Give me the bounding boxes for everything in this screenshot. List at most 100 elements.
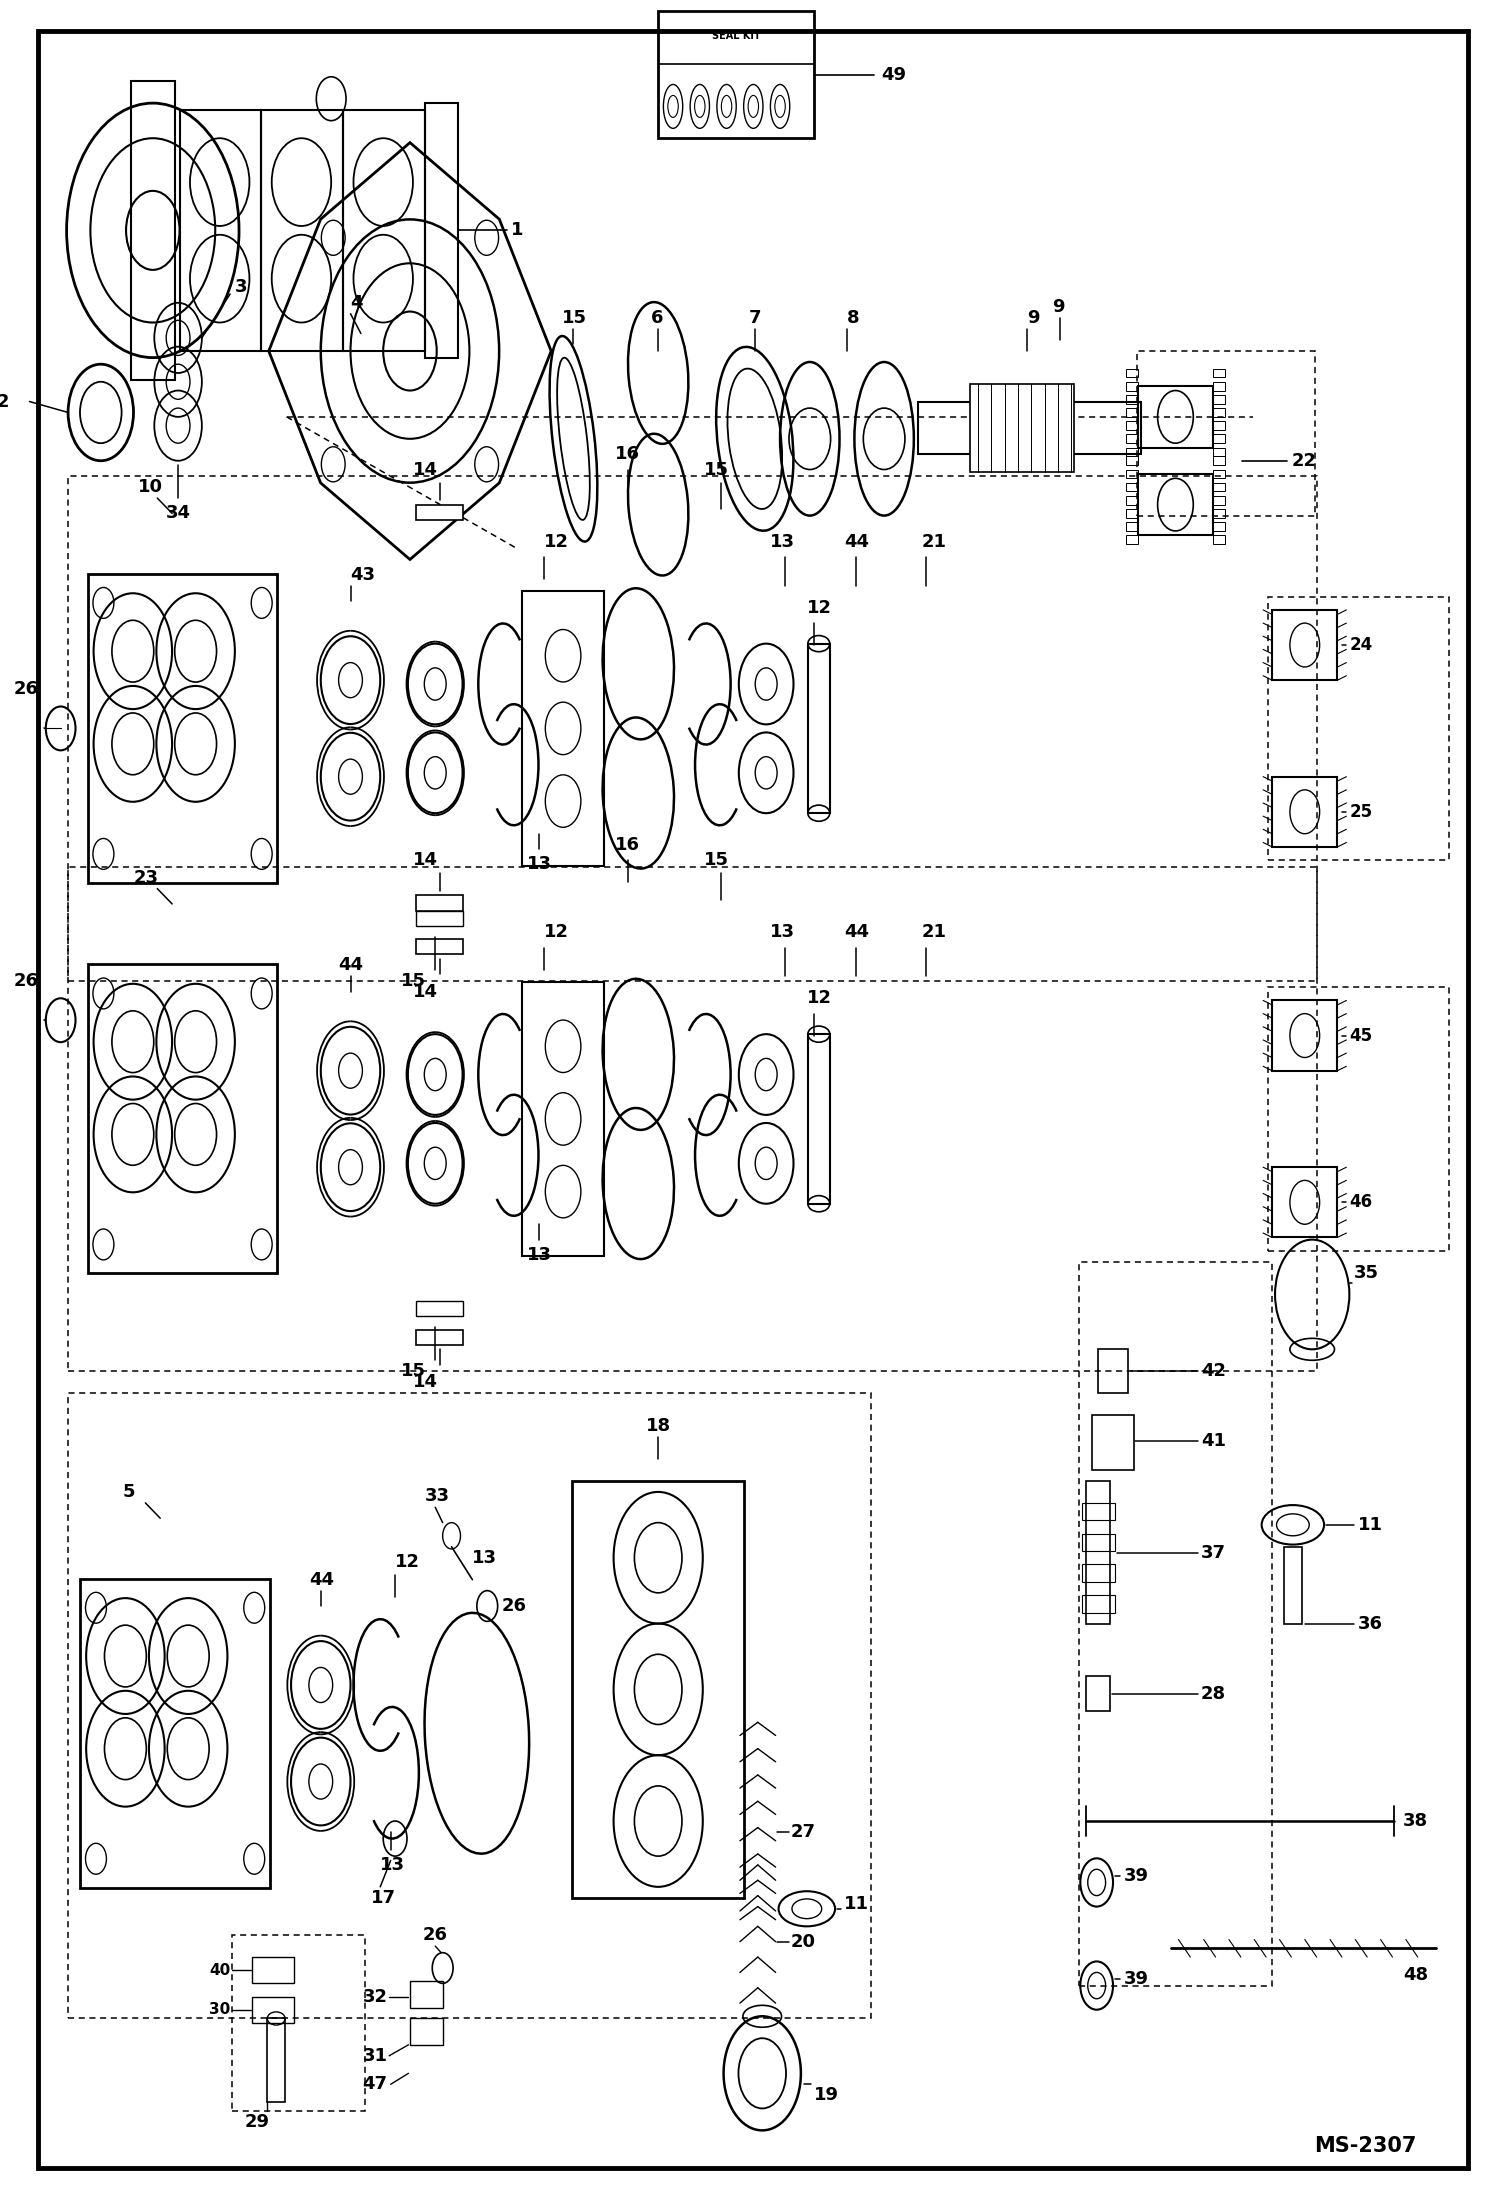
Text: 44: 44 [843, 533, 869, 551]
Bar [523, 981, 604, 1257]
Text: 13: 13 [527, 1246, 553, 1264]
Text: 36: 36 [1359, 1615, 1383, 1632]
Text: 10: 10 [138, 478, 163, 496]
Bar [410, 2018, 443, 2045]
Bar [1126, 421, 1138, 430]
Text: 12: 12 [544, 533, 569, 551]
Bar [1092, 1415, 1134, 1470]
Text: 44: 44 [339, 957, 364, 974]
Bar [1212, 509, 1224, 518]
Text: 49: 49 [881, 66, 906, 83]
Bar [1212, 369, 1224, 377]
Text: 19: 19 [815, 2086, 839, 2104]
Bar [1126, 483, 1138, 491]
Text: 14: 14 [413, 1373, 437, 1391]
Bar [232, 1935, 366, 2111]
Text: 26: 26 [502, 1597, 527, 1615]
Bar [1267, 987, 1449, 1251]
Bar [1284, 1547, 1302, 1624]
Text: 18: 18 [646, 1417, 671, 1435]
Bar [1082, 1595, 1115, 1613]
Text: 21: 21 [921, 924, 947, 941]
Bar [1272, 610, 1338, 680]
Bar [252, 1997, 294, 2023]
Bar [807, 643, 830, 814]
Bar [1212, 395, 1224, 404]
Bar [1086, 1481, 1110, 1624]
Text: 17: 17 [372, 1889, 397, 1907]
Text: 5: 5 [123, 1483, 136, 1501]
Bar [1126, 448, 1138, 456]
Text: MS-2307: MS-2307 [1314, 2135, 1416, 2157]
Text: 15: 15 [562, 309, 587, 327]
Text: 1: 1 [511, 222, 523, 239]
Text: 12: 12 [807, 599, 831, 617]
Bar [1086, 1676, 1110, 1711]
Bar [88, 965, 277, 1273]
Text: 12: 12 [807, 989, 831, 1007]
Bar [1212, 535, 1224, 544]
Text: 2: 2 [0, 393, 9, 410]
Bar [416, 505, 463, 520]
Bar [523, 590, 604, 867]
Bar [1126, 470, 1138, 478]
Bar [261, 110, 343, 351]
Bar [1126, 369, 1138, 377]
Text: 15: 15 [401, 972, 425, 989]
Text: 44: 44 [309, 1571, 334, 1588]
Bar [252, 1957, 294, 1983]
Text: 13: 13 [770, 924, 794, 941]
Bar [416, 1330, 463, 1345]
Bar [1138, 386, 1212, 448]
Bar [1272, 1000, 1338, 1071]
Bar [1212, 496, 1224, 505]
Text: 9: 9 [1052, 298, 1065, 316]
Text: 26: 26 [422, 1926, 448, 1944]
Circle shape [126, 191, 180, 270]
Text: 14: 14 [413, 983, 437, 1000]
Text: SEAL KIT: SEAL KIT [712, 31, 761, 42]
Text: 26: 26 [13, 680, 39, 698]
Bar [1272, 1167, 1338, 1237]
Bar [1126, 535, 1138, 544]
Bar [1126, 434, 1138, 443]
Text: 23: 23 [133, 869, 159, 886]
Text: 20: 20 [791, 1933, 815, 1950]
Bar [1082, 1534, 1115, 1551]
Bar [1126, 408, 1138, 417]
Text: 44: 44 [843, 924, 869, 941]
Text: 13: 13 [472, 1549, 497, 1567]
Bar [1126, 456, 1138, 465]
Bar [267, 2018, 285, 2102]
Text: 32: 32 [363, 1988, 388, 2005]
Bar [1126, 522, 1138, 531]
Bar [416, 1301, 463, 1316]
Bar [1212, 522, 1224, 531]
Text: 4: 4 [351, 294, 363, 312]
Bar [807, 1033, 830, 1205]
Text: 39: 39 [1124, 1867, 1149, 1885]
Bar [425, 103, 457, 358]
Bar [1212, 434, 1224, 443]
Bar [67, 476, 1317, 981]
Text: 28: 28 [1201, 1685, 1225, 1703]
Bar [1212, 421, 1224, 430]
Bar [971, 384, 1074, 472]
Bar [343, 110, 425, 351]
Bar [1212, 408, 1224, 417]
Bar [81, 1580, 270, 1887]
Text: 40: 40 [208, 1964, 231, 1977]
Text: 15: 15 [704, 851, 730, 869]
Bar [658, 11, 815, 138]
Bar [67, 1393, 870, 2018]
Bar [416, 939, 463, 954]
Text: 13: 13 [380, 1856, 406, 1874]
Text: 11: 11 [843, 1896, 869, 1913]
Bar [1272, 777, 1338, 847]
Text: 15: 15 [704, 461, 730, 478]
Bar [1098, 1349, 1128, 1393]
Text: 42: 42 [1201, 1362, 1225, 1380]
Text: 14: 14 [413, 851, 437, 869]
Text: 43: 43 [351, 566, 376, 584]
Text: 8: 8 [846, 309, 860, 327]
